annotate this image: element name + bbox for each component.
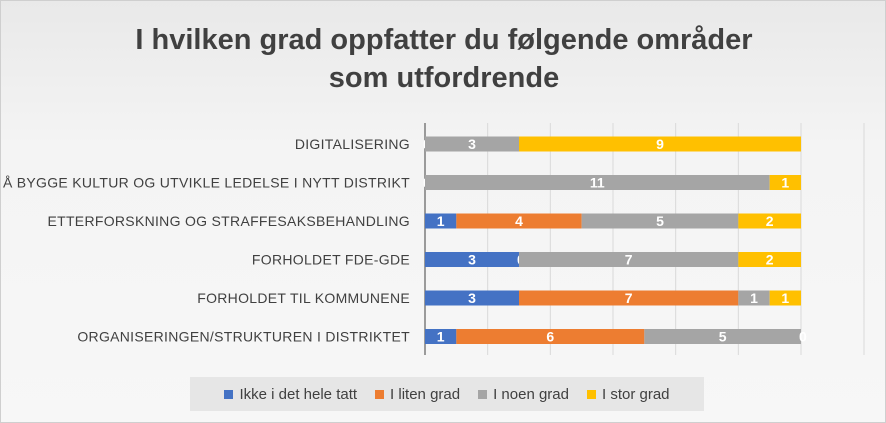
- legend-label: I noen grad: [493, 385, 569, 403]
- data-label: 3: [468, 136, 476, 152]
- bar-segment: [456, 329, 645, 344]
- legend-label: I liten grad: [390, 385, 461, 403]
- data-label: 1: [750, 290, 758, 306]
- data-label: 1: [781, 175, 789, 191]
- category-label: DIGITALISERING: [295, 136, 410, 152]
- category-label: ETTERFORSKNING OG STRAFFESAKSBEHANDLING: [47, 213, 410, 229]
- bar-segment: [425, 252, 519, 267]
- data-label: 9: [656, 136, 664, 152]
- data-label: 5: [656, 213, 664, 229]
- bar-segment: [769, 290, 801, 306]
- category-label: FORHOLDET FDE-GDE: [252, 252, 410, 268]
- bar-segment: [519, 290, 739, 306]
- chart-title: I hvilken grad oppfatter du følgende omr…: [1, 21, 886, 97]
- data-label: 5: [719, 329, 727, 345]
- data-label: 1: [437, 213, 445, 229]
- chart-title-line-1: I hvilken grad oppfatter du følgende omr…: [135, 24, 753, 56]
- bar-segment: [519, 136, 801, 152]
- legend-label: Ikke i det hele tatt: [239, 385, 358, 403]
- chart-legend: Ikke i det hele tatt I liten grad I noen g…: [190, 377, 704, 411]
- bar-segment: [738, 290, 770, 306]
- legend-item: Ikke i det hele tatt: [224, 386, 357, 403]
- bar-segment: [644, 329, 801, 344]
- legend-swatch: [478, 389, 488, 399]
- chart-title-line-2: som utfordrende: [328, 62, 560, 94]
- data-label: 3: [468, 252, 476, 268]
- bar-segment: [738, 213, 801, 229]
- bar-segment: [425, 175, 770, 190]
- data-label: 6: [546, 329, 554, 345]
- data-label: 7: [625, 252, 633, 268]
- data-label: 3: [468, 290, 476, 306]
- bar-segment: [519, 252, 739, 267]
- data-label: 2: [766, 252, 774, 268]
- legend-item: I liten grad: [375, 386, 460, 403]
- bar-segment: [456, 213, 582, 229]
- bar-segment: [581, 213, 739, 229]
- data-label: 2: [766, 213, 774, 229]
- category-label: ORGANISERINGEN/STRUKTUREN I DISTRIKTET: [77, 329, 410, 345]
- data-label: 7: [625, 290, 633, 306]
- legend-item: I noen grad: [478, 386, 569, 403]
- data-label: 1: [437, 329, 445, 345]
- bar-segment: [425, 136, 519, 152]
- legend-swatch: [587, 389, 596, 399]
- legend-swatch: [375, 389, 385, 399]
- bar-segment: [769, 175, 801, 190]
- bar-segment: [425, 213, 457, 229]
- legend-swatch: [224, 389, 234, 399]
- legend-item: I stor grad: [587, 386, 670, 403]
- data-label: 11: [590, 175, 605, 191]
- bar-segment: [738, 252, 801, 267]
- data-label: 4: [515, 213, 523, 229]
- category-label: FORHOLDET TIL KOMMUNENE: [197, 290, 410, 306]
- bar-segment: [425, 329, 457, 344]
- bar-segment: [425, 290, 519, 306]
- legend-label: I stor grad: [602, 385, 670, 403]
- category-label: Å BYGGE KULTUR OG UTVIKLE LEDELSE I NYTT…: [3, 175, 410, 191]
- data-label: 1: [781, 290, 789, 306]
- data-label: 0: [799, 329, 807, 345]
